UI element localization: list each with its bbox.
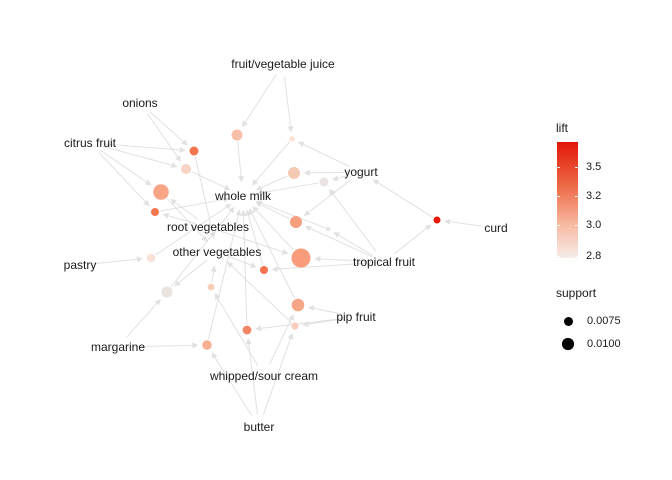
item-label: fruit/vegetable juice [231,57,335,71]
edge-arrow [252,206,295,251]
edge-arrow [166,198,208,242]
edge-arrow [333,232,374,256]
edge-arrow [147,113,181,162]
rule-node [291,322,299,330]
edge-arrow [149,111,188,146]
rule-node [181,164,191,174]
edge-arrow [240,209,248,325]
edge-arrow [332,174,349,182]
edge-arrow [210,265,217,283]
rule-node [207,283,215,291]
edge-arrow [444,218,484,227]
edge-arrow [170,198,198,220]
edge-arrow [100,149,152,186]
rule-node [202,340,212,350]
edge-arrow [228,256,257,268]
rule-node [189,146,199,156]
edge-arrow [303,179,352,217]
edge-arrow [220,230,289,255]
item-label: whipped/sour cream [209,369,318,383]
edge-arrow [249,208,296,299]
rule-node [325,226,331,232]
rule-node [319,177,329,187]
edge-arrow [302,318,344,328]
item-label: margarine [91,340,145,354]
item-label: butter [244,420,275,434]
rule-node [153,184,169,200]
item-label: root vegetables [167,220,249,234]
item-label: onions [122,96,157,110]
edge-arrow [191,171,231,191]
rule-node [291,248,311,268]
edge-arrow [126,298,161,338]
edge-arrow [269,314,294,365]
rule-node [433,216,441,224]
edge-arrow [227,261,293,324]
item-label: yogurt [344,165,378,179]
rule-node [151,208,159,216]
edge-arrow [194,156,216,239]
item-label: pip fruit [336,310,376,324]
item-label: tropical fruit [353,255,416,269]
edge-arrow [314,255,372,262]
edge-arrow [255,202,290,220]
rule-node [289,136,295,142]
edge-arrow [162,212,196,224]
edge-arrow [271,262,372,273]
edge-arrow [255,200,326,229]
rule-node [146,253,156,263]
item-label: pastry [64,258,97,272]
rule-node [290,216,302,228]
edge-arrow [92,256,143,265]
edge-arrow [262,332,294,415]
edge-arrow [328,188,377,252]
rule-node [242,325,252,335]
edge-arrow [303,169,349,176]
edge-arrow [155,203,232,256]
edge-arrow [255,175,288,191]
rule-node [288,167,300,179]
edge-arrow [307,305,344,315]
edge-arrow [237,141,245,183]
edge-arrow [251,141,290,186]
rule-node [291,298,305,312]
edge-arrow [174,259,208,287]
item-label: other vegetables [173,245,262,259]
edge-arrow [284,76,294,133]
edge-arrow [159,196,230,212]
edge-arrow [170,206,235,288]
rule-node [231,129,243,141]
item-label: curd [484,221,507,235]
edge-arrow [211,352,253,417]
edge-arrow [98,152,150,207]
edge-arrow [207,209,242,340]
edge-arrow [130,342,199,349]
edge-arrow [102,145,178,169]
edge-arrow [256,182,319,196]
edge-arrow [255,318,344,332]
edge-arrow [102,143,186,153]
edge-arrow [304,225,373,258]
edge-arrow [393,224,432,255]
item-label: citrus fruit [64,136,117,150]
edge-arrow [297,141,350,167]
edge-arrow [372,179,434,219]
rule-node [260,266,268,274]
item-label: whole milk [214,189,272,203]
rule-node [161,286,173,298]
edge-arrow [245,209,264,266]
edge-arrow [245,338,258,415]
edge-arrow [242,74,277,128]
